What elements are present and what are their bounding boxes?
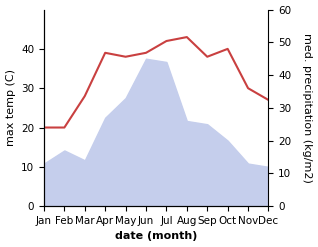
Y-axis label: max temp (C): max temp (C) [5, 69, 16, 146]
X-axis label: date (month): date (month) [115, 231, 197, 242]
Y-axis label: med. precipitation (kg/m2): med. precipitation (kg/m2) [302, 33, 313, 183]
